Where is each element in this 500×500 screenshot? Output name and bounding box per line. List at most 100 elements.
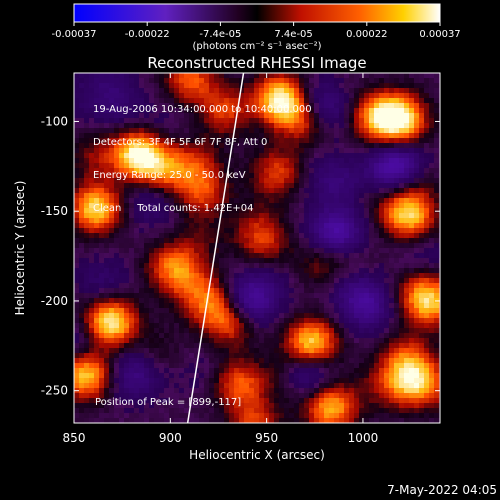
heatmap-cell [309,93,315,99]
heatmap-cell [184,223,190,229]
heatmap-cell [94,213,100,219]
heatmap-cell [419,308,425,314]
heatmap-cell [379,103,385,109]
heatmap-cell [154,398,160,404]
heatmap-cell [354,78,360,84]
heatmap-cell [419,368,425,374]
heatmap-cell [119,133,125,139]
heatmap-cell [364,308,370,314]
heatmap-cell [139,408,145,414]
heatmap-cell [259,403,265,409]
heatmap-cell [319,168,325,174]
heatmap-cell [244,308,250,314]
heatmap-cell [79,363,85,369]
heatmap-cell [224,393,230,399]
heatmap-cell [329,168,335,174]
heatmap-cell [149,193,155,199]
heatmap-cell [204,113,210,119]
heatmap-cell [179,163,185,169]
heatmap-cell [144,108,150,114]
heatmap-cell [354,73,360,79]
heatmap-cell [104,143,110,149]
heatmap-cell [99,103,105,109]
heatmap-cell [214,383,220,389]
heatmap-cell [254,228,260,234]
heatmap-cell [234,213,240,219]
heatmap-cell [144,163,150,169]
heatmap-cell [89,268,95,274]
heatmap-cell [124,313,130,319]
heatmap-cell [74,283,80,289]
heatmap-cell [384,293,390,299]
heatmap-cell [104,293,110,299]
heatmap-cell [254,288,260,294]
heatmap-cell [354,268,360,274]
heatmap-cell [434,353,440,359]
heatmap-cell [134,148,140,154]
heatmap-cell [274,223,280,229]
heatmap-cell [429,313,435,319]
heatmap-cell [79,273,85,279]
heatmap-cell [369,363,375,369]
heatmap-cell [159,73,165,79]
heatmap-cell [199,108,205,114]
heatmap-cell [89,313,95,319]
heatmap-cell [249,203,255,209]
heatmap-cell [149,198,155,204]
heatmap-cell [154,138,160,144]
heatmap-cell [99,158,105,164]
heatmap-cell [379,203,385,209]
heatmap-cell [299,218,305,224]
heatmap-cell [369,238,375,244]
heatmap-cell [379,153,385,159]
heatmap-cell [374,158,380,164]
heatmap-cell [119,198,125,204]
heatmap-cell [259,283,265,289]
heatmap-cell [224,93,230,99]
heatmap-cell [329,73,335,79]
heatmap-cell [204,348,210,354]
heatmap-cell [339,253,345,259]
heatmap-cell [184,378,190,384]
heatmap-cell [259,398,265,404]
heatmap-cell [289,303,295,309]
heatmap-cell [249,153,255,159]
heatmap-cell [234,233,240,239]
heatmap-cell [359,338,365,344]
heatmap-cell [284,143,290,149]
heatmap-cell [374,163,380,169]
heatmap-cell [179,338,185,344]
heatmap-cell [149,223,155,229]
heatmap-cell [199,323,205,329]
heatmap-cell [204,83,210,89]
heatmap-cell [149,203,155,209]
heatmap-cell [289,163,295,169]
heatmap-cell [144,78,150,84]
heatmap-cell [159,363,165,369]
heatmap-cell [279,213,285,219]
heatmap-cell [429,268,435,274]
heatmap-cell [134,183,140,189]
heatmap-cell [104,378,110,384]
heatmap-cell [194,183,200,189]
heatmap-cell [394,83,400,89]
heatmap-cell [204,178,210,184]
heatmap-cell [399,308,405,314]
heatmap-cell [299,398,305,404]
heatmap-cell [429,163,435,169]
heatmap-cell [329,113,335,119]
heatmap-cell [384,123,390,129]
heatmap-cell [384,193,390,199]
heatmap-cell [259,353,265,359]
heatmap-cell [109,378,115,384]
heatmap-cell [169,173,175,179]
heatmap-cell [359,168,365,174]
heatmap-cell [184,98,190,104]
heatmap-cell [249,238,255,244]
heatmap-cell [329,323,335,329]
heatmap-cell [79,323,85,329]
heatmap-cell [404,333,410,339]
heatmap-cell [289,298,295,304]
heatmap-cell [239,123,245,129]
heatmap-cell [114,188,120,194]
